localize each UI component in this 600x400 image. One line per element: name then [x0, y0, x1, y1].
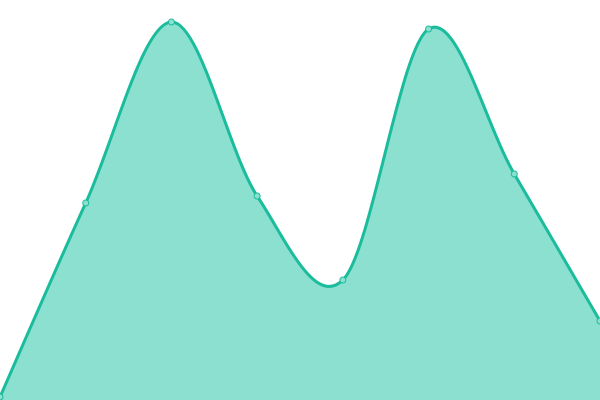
data-point-4	[339, 276, 347, 284]
data-point-6	[510, 170, 518, 178]
data-point-2	[167, 18, 175, 26]
data-point-3	[253, 192, 261, 200]
series-line	[0, 20, 600, 398]
data-point-7	[596, 317, 600, 325]
area-fill	[0, 21, 600, 400]
data-point-5	[425, 25, 433, 33]
data-point-0	[0, 393, 4, 400]
data-points	[0, 18, 600, 400]
data-point-1	[82, 199, 90, 207]
